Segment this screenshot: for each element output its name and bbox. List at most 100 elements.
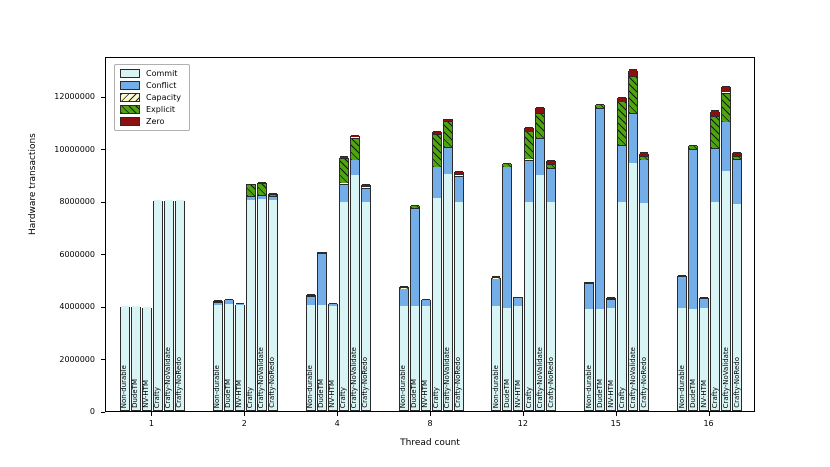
bar-dudetm-t16: DudeTM — [688, 145, 699, 411]
bar-crafty-t12: Crafty — [524, 127, 535, 411]
bar-crafty-t1: Crafty — [152, 200, 163, 411]
legend-swatch-zero — [120, 117, 140, 126]
segment-commit — [700, 308, 709, 410]
segment-explicit — [547, 164, 556, 168]
segment-conflict — [607, 299, 616, 308]
bar-crafty-t8: Crafty — [431, 131, 442, 411]
segment-capacity — [306, 295, 315, 296]
legend-label: Explicit — [146, 105, 176, 114]
y-tick-mark — [101, 411, 105, 413]
segment-commit — [525, 202, 534, 410]
bar-dudetm-t2: DudeTM — [223, 299, 234, 411]
segment-zero — [328, 303, 337, 304]
legend: Commit Conflict Capacity Explicit Zero — [114, 64, 190, 131]
bar-crafty-t2: Crafty — [245, 184, 256, 411]
segment-explicit — [689, 145, 698, 149]
bar-dudetm-t15: DudeTM — [595, 104, 606, 411]
segment-zero — [629, 69, 638, 76]
segment-conflict — [503, 166, 512, 308]
bar-nv-htm-t4: NV-HTM — [327, 303, 338, 411]
segment-commit — [443, 174, 452, 410]
segment-conflict — [536, 138, 545, 175]
segment-conflict — [722, 121, 731, 171]
segment-conflict — [317, 253, 326, 305]
segment-conflict — [678, 276, 687, 308]
legend-swatch-capacity — [120, 93, 140, 102]
legend-item: Capacity — [120, 93, 181, 102]
segment-explicit — [536, 113, 545, 138]
segment-zero — [432, 131, 441, 134]
bar-crafty-t4: Crafty — [338, 156, 349, 411]
segment-commit — [596, 309, 605, 410]
x-tick-label: 15 — [610, 419, 621, 428]
segment-zero — [492, 276, 501, 277]
segment-commit — [268, 200, 277, 410]
segment-zero — [350, 135, 359, 137]
segment-commit — [224, 304, 233, 410]
segment-zero — [443, 119, 452, 121]
segment-explicit — [361, 186, 370, 187]
x-tick-mark — [244, 412, 246, 416]
bar-crafty-noredo-t16: Crafty-NoRedo — [732, 152, 743, 411]
segment-commit — [629, 163, 638, 410]
segment-commit — [492, 306, 501, 410]
segment-explicit — [618, 101, 627, 145]
y-tick-label: 6000000 — [59, 249, 95, 259]
bar-crafty-t16: Crafty — [710, 110, 721, 411]
bar-nv-htm-t16: NV-HTM — [699, 297, 710, 411]
x-axis-label: Thread count — [400, 438, 460, 448]
segment-zero — [722, 86, 731, 92]
segment-zero — [700, 297, 709, 298]
segment-explicit — [454, 174, 463, 175]
segment-conflict — [268, 196, 277, 200]
y-tick-mark — [101, 306, 105, 308]
segment-capacity — [492, 277, 501, 279]
segment-zero — [607, 297, 616, 298]
segment-zero — [306, 294, 315, 295]
segment-conflict — [421, 299, 430, 306]
bar-crafty-novalidate-t8: Crafty-NoValidate — [442, 119, 453, 411]
segment-conflict — [246, 196, 255, 200]
bar-crafty-novalidate-t2: Crafty-NoValidate — [256, 182, 267, 411]
segment-zero — [399, 286, 408, 287]
y-tick-label: 12000000 — [54, 92, 95, 102]
segment-commit — [131, 306, 140, 410]
y-tick-mark — [101, 254, 105, 256]
segment-conflict — [618, 145, 627, 202]
segment-zero — [525, 127, 534, 132]
segment-zero — [213, 300, 222, 301]
segment-conflict — [733, 159, 742, 204]
legend-item: Commit — [120, 69, 181, 78]
bar-dudetm-t1: DudeTM — [130, 306, 141, 411]
segment-commit — [711, 202, 720, 410]
segment-commit — [432, 198, 441, 410]
segment-explicit — [421, 299, 430, 300]
segment-conflict — [689, 149, 698, 309]
bar-nv-htm-t1: NV-HTM — [141, 307, 152, 411]
segment-conflict — [339, 184, 348, 202]
segment-explicit — [596, 104, 605, 108]
segment-commit — [257, 199, 266, 410]
segment-conflict — [700, 298, 709, 308]
segment-zero — [339, 156, 348, 158]
segment-conflict — [235, 303, 244, 305]
segment-zero — [514, 297, 523, 298]
segment-conflict — [443, 147, 452, 174]
legend-item: Conflict — [120, 81, 181, 90]
bar-dudetm-t12: DudeTM — [502, 163, 513, 411]
bar-non-durable-t4: Non-durable — [305, 294, 316, 411]
segment-conflict — [711, 148, 720, 202]
x-tick-label: 8 — [427, 419, 433, 428]
segment-commit — [733, 204, 742, 410]
x-tick-mark — [430, 412, 431, 416]
segment-commit — [547, 202, 556, 410]
segment-capacity — [399, 287, 408, 289]
bar-crafty-noredo-t8: Crafty-NoRedo — [453, 171, 464, 411]
segment-conflict — [514, 297, 523, 306]
legend-swatch-commit — [120, 69, 140, 78]
legend-label: Commit — [146, 69, 178, 78]
y-tick-mark — [101, 359, 105, 361]
y-tick-mark — [101, 149, 105, 151]
bar-crafty-novalidate-t1: Crafty-NoValidate — [163, 200, 174, 411]
segment-conflict — [257, 195, 266, 199]
